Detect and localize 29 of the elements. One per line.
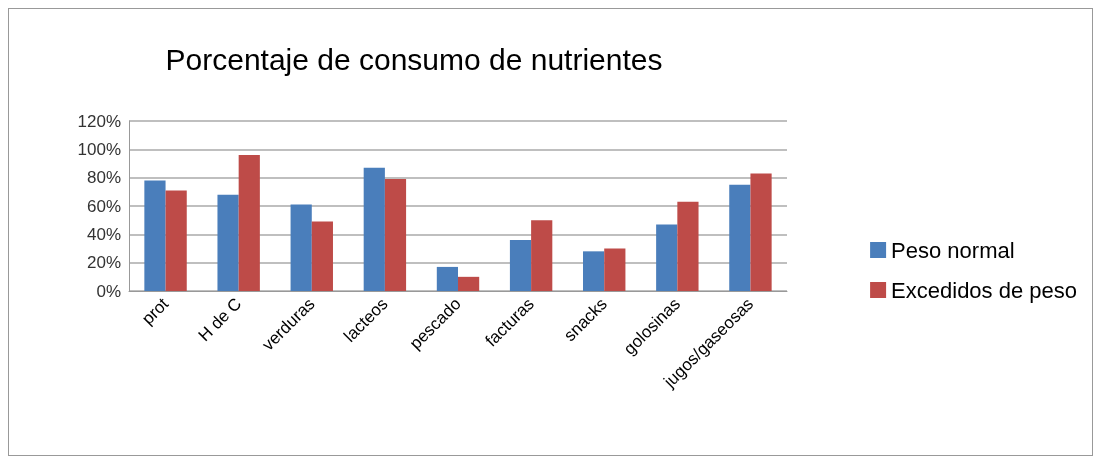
bar [384,179,407,291]
y-tick-label: 20% [86,253,121,273]
bar [458,276,480,291]
bar [238,155,260,291]
bar [583,251,605,291]
bar [677,201,699,291]
bar [531,220,553,291]
y-tick-label: 40% [86,224,121,244]
bar [656,224,678,291]
bar [363,167,385,291]
bar [217,194,239,291]
bar [144,180,166,291]
bar [165,190,187,291]
bar [436,266,458,291]
legend-label: Excedidos de peso [891,277,1077,303]
y-tick-label: 80% [86,168,121,188]
y-tick-label: 0% [96,281,121,301]
y-tick-label: 100% [77,139,121,159]
bar [311,221,333,291]
bar [509,240,532,291]
bar [604,248,626,291]
y-tick-label: 60% [86,196,121,216]
bar [290,204,312,291]
legend-label: Peso normal [891,237,1015,263]
bar [750,173,772,291]
bar [729,184,751,291]
x-tick-label: H de C [194,294,246,346]
chart-title: Porcentaje de consumo de nutrientes [165,42,663,76]
y-tick-label: 120% [77,111,121,131]
